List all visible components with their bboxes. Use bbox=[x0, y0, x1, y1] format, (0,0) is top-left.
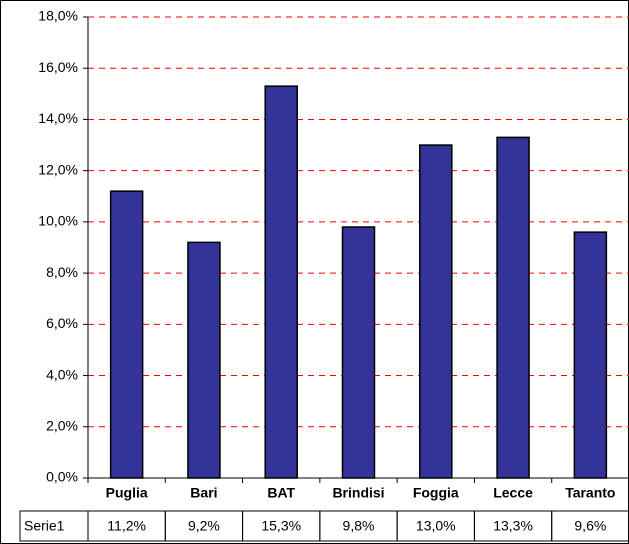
data-label: 13,3% bbox=[493, 518, 533, 534]
y-tick-label: 8,0% bbox=[46, 264, 78, 280]
bar bbox=[341, 226, 376, 479]
x-tick-label: Puglia bbox=[106, 485, 148, 501]
bar bbox=[109, 190, 144, 479]
x-tick-label: Bari bbox=[190, 485, 217, 501]
y-tick-label: 6,0% bbox=[46, 315, 78, 331]
y-tick-label: 2,0% bbox=[46, 417, 78, 433]
legend-label: Serie1 bbox=[24, 518, 65, 534]
bar bbox=[496, 136, 530, 479]
x-tick-label: Brindisi bbox=[332, 485, 384, 501]
x-tick-label: Taranto bbox=[565, 485, 615, 501]
table-cell bbox=[551, 510, 629, 542]
data-label: 9,6% bbox=[574, 518, 606, 534]
y-tick-label: 4,0% bbox=[46, 366, 78, 382]
data-label: 15,3% bbox=[261, 518, 301, 534]
y-tick-label: 0,0% bbox=[46, 469, 78, 485]
x-tick-label: BAT bbox=[267, 485, 295, 501]
x-tick-label: Foggia bbox=[413, 485, 459, 501]
y-tick-label: 16,0% bbox=[38, 59, 78, 75]
data-label: 9,2% bbox=[188, 518, 220, 534]
y-tick-label: 14,0% bbox=[38, 110, 78, 126]
y-tick-label: 18,0% bbox=[38, 8, 78, 24]
bar bbox=[187, 241, 221, 479]
x-tick-label: Lecce bbox=[493, 485, 533, 501]
data-label: 11,2% bbox=[107, 518, 146, 534]
data-label: 13,0% bbox=[416, 518, 456, 534]
y-tick-label: 12,0% bbox=[38, 161, 78, 177]
bar bbox=[264, 85, 298, 479]
y-tick-label: 10,0% bbox=[38, 213, 78, 229]
data-label: 9,8% bbox=[343, 518, 375, 534]
bar bbox=[573, 231, 608, 479]
bar bbox=[419, 144, 453, 479]
